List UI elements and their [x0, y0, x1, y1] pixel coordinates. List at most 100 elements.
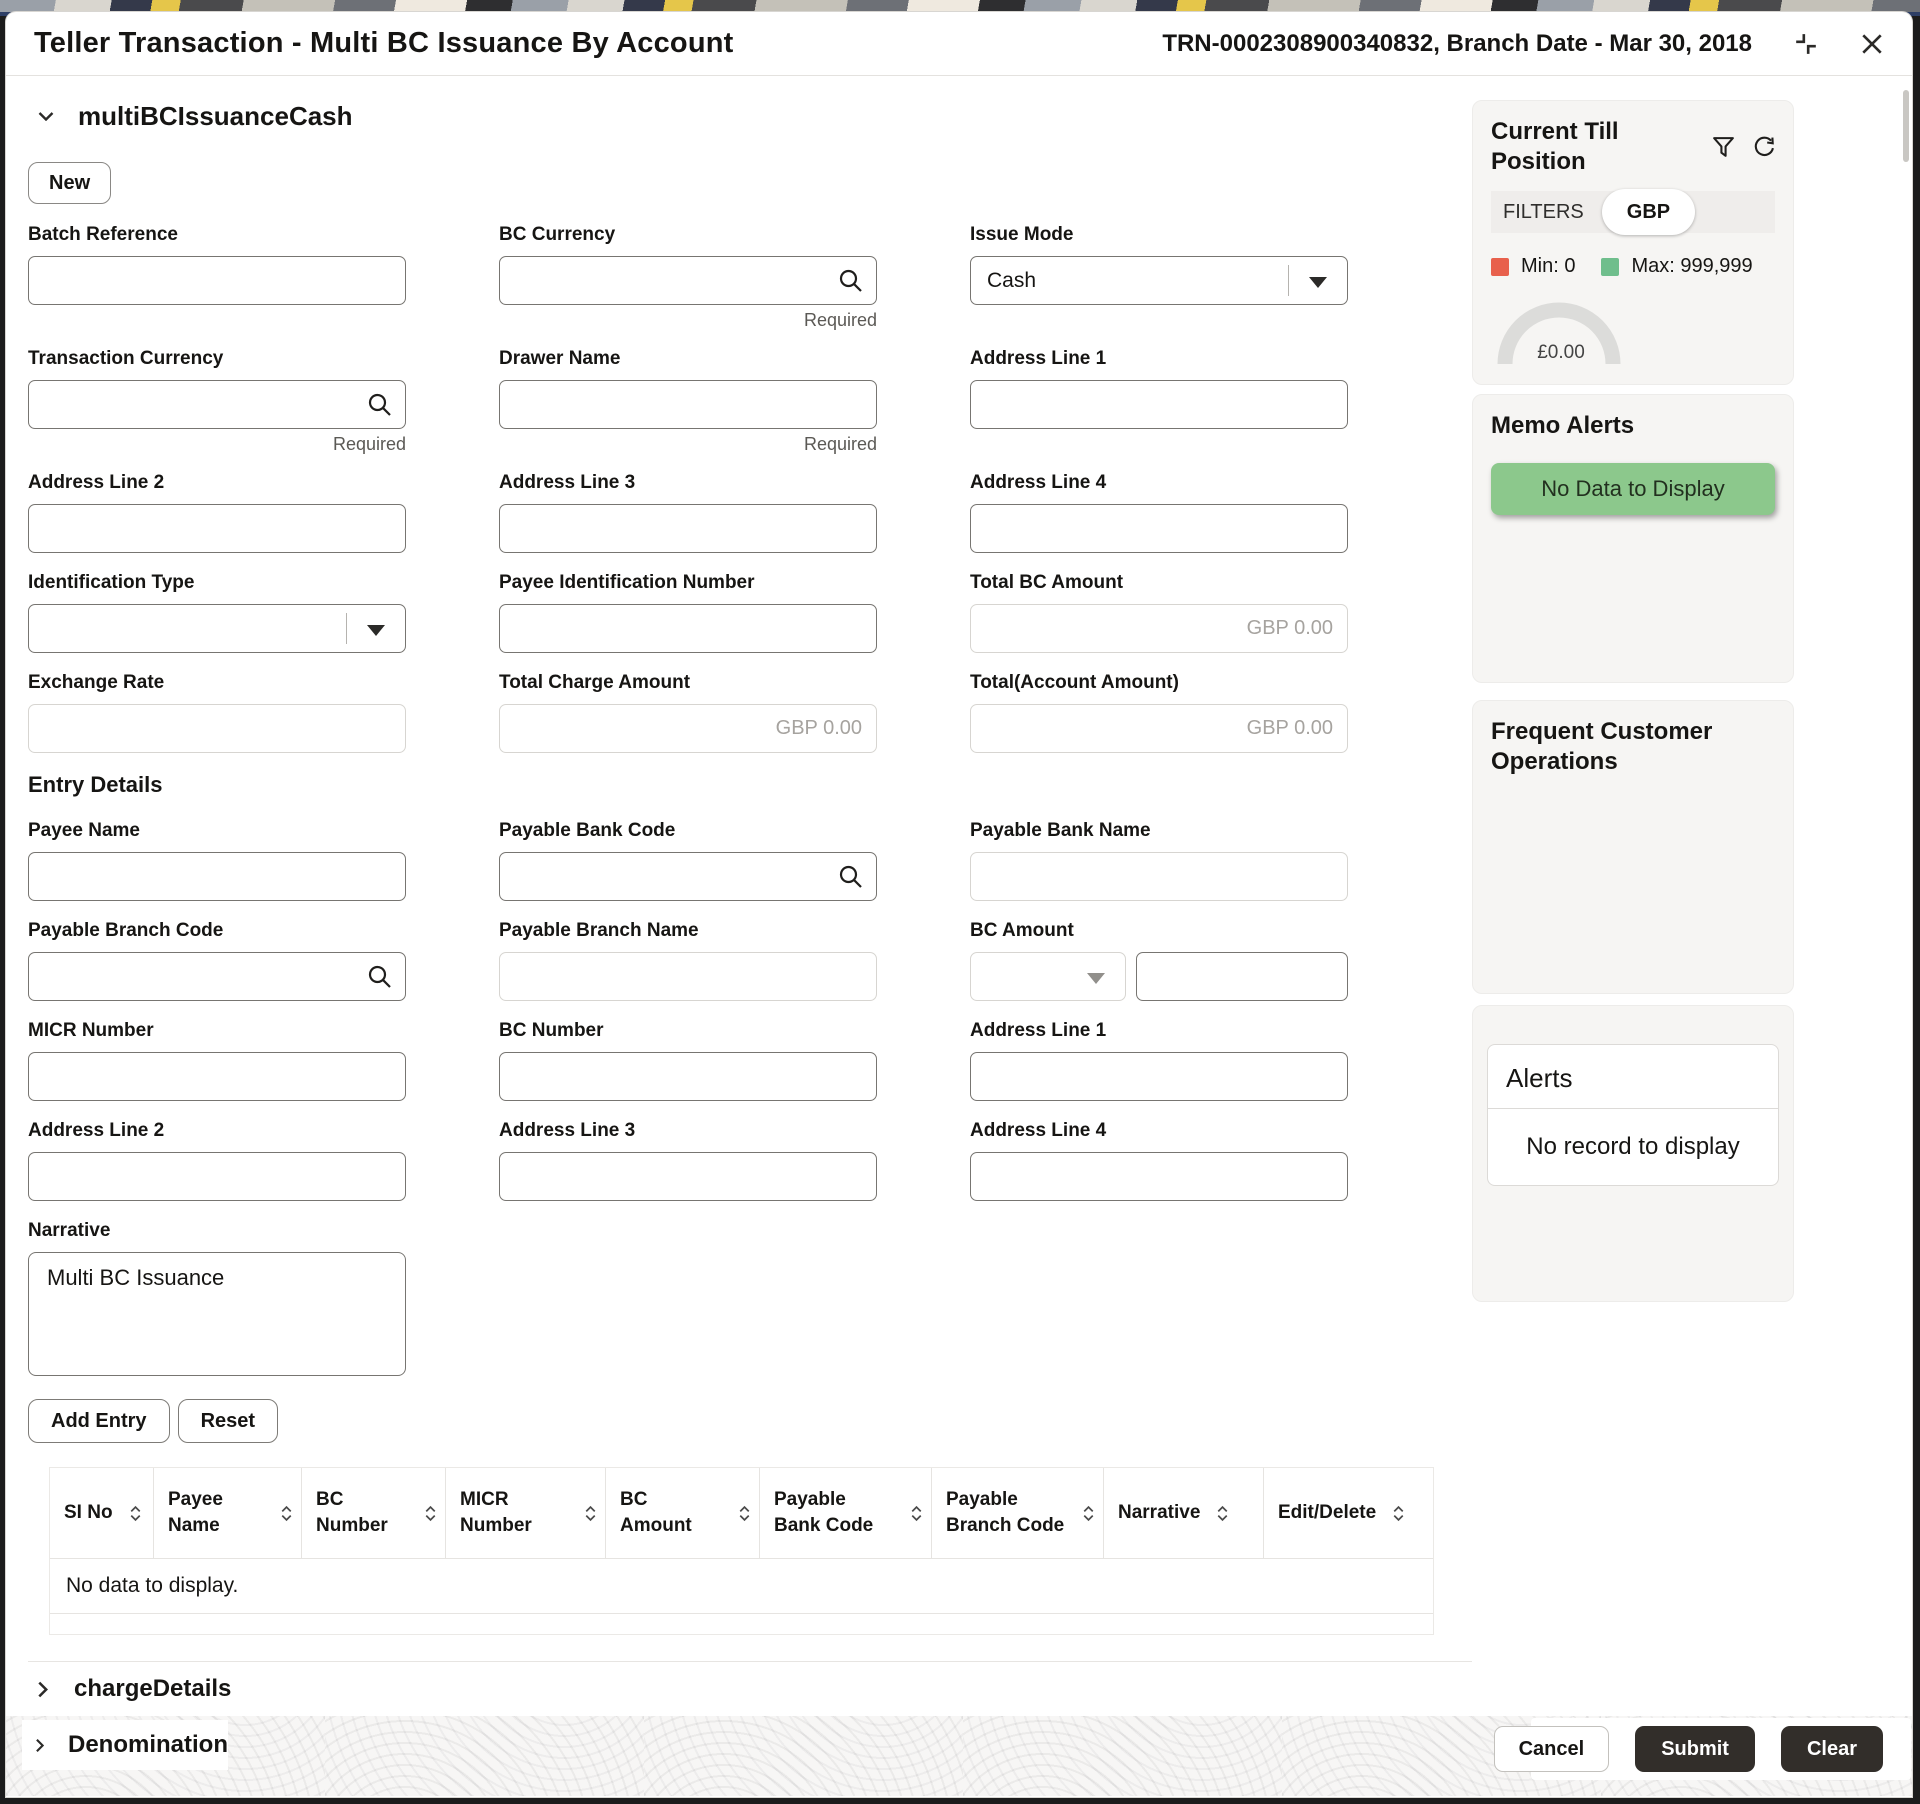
- sort-icon[interactable]: [129, 1505, 142, 1522]
- field-entry-address-line-3: Address Line 3: [499, 1120, 877, 1201]
- footer-actions: Cancel Submit Clear: [1493, 1718, 1911, 1780]
- sort-icon[interactable]: [910, 1505, 923, 1522]
- alerts-title: Alerts: [1488, 1045, 1778, 1109]
- collapse-window-icon[interactable]: [1794, 32, 1818, 56]
- field-label: Transaction Currency: [28, 348, 224, 369]
- section-charge-details[interactable]: chargeDetails: [28, 1662, 1472, 1716]
- search-icon[interactable]: [837, 267, 864, 294]
- field-exchange-rate: Exchange Rate: [28, 672, 406, 753]
- column-header-bc-amount[interactable]: BC Amount: [606, 1468, 760, 1558]
- column-header-micr-number[interactable]: MICR Number: [446, 1468, 606, 1558]
- field-label: Address Line 3: [499, 1120, 636, 1141]
- entry-address-line-4-input[interactable]: [971, 1153, 1347, 1200]
- vertical-scrollbar[interactable]: [1903, 90, 1909, 162]
- filters-bar: FILTERS GBP: [1491, 189, 1775, 235]
- issue-mode-select[interactable]: Cash: [970, 256, 1348, 305]
- sort-icon[interactable]: [738, 1505, 751, 1522]
- field-label: Total Charge Amount: [499, 672, 691, 693]
- bc-number-input[interactable]: [500, 1053, 876, 1100]
- address-line-1-input[interactable]: [971, 381, 1347, 428]
- drawer-name-input[interactable]: [500, 381, 876, 428]
- batch-reference-input[interactable]: [29, 257, 405, 304]
- address-line-2-input[interactable]: [29, 505, 405, 552]
- field-narrative: Narrative Multi BC Issuance: [28, 1220, 1472, 1381]
- chevron-right-icon: [38, 1681, 48, 1697]
- section-denomination[interactable]: Denomination: [22, 1720, 228, 1770]
- total-account-amount-input: [971, 705, 1347, 752]
- column-header-narrative[interactable]: Narrative: [1104, 1468, 1264, 1558]
- alerts-panel: Alerts No record to display: [1487, 1044, 1779, 1186]
- entry-address-line-3-input[interactable]: [500, 1153, 876, 1200]
- search-icon[interactable]: [366, 963, 393, 990]
- exchange-rate-input: [29, 705, 405, 752]
- sort-icon[interactable]: [424, 1505, 437, 1522]
- cancel-button[interactable]: Cancel: [1493, 1726, 1610, 1772]
- frequent-operations-title: Frequent Customer Operations: [1491, 718, 1713, 775]
- field-transaction-currency: Transaction Currency Required: [28, 348, 406, 454]
- column-header-payable-branch-code[interactable]: Payable Branch Code: [932, 1468, 1104, 1558]
- till-position-gauge: £0.00: [1491, 292, 1631, 372]
- micr-number-input[interactable]: [29, 1053, 405, 1100]
- column-header-payee-name[interactable]: Payee Name: [154, 1468, 302, 1558]
- column-header-payable-bank-code[interactable]: Payable Bank Code: [760, 1468, 932, 1558]
- gauge-arc: [1497, 302, 1621, 365]
- entry-address-line-1-input[interactable]: [971, 1053, 1347, 1100]
- payable-branch-code-input[interactable]: [29, 953, 405, 1000]
- current-till-position-card: Current Till Position FILTERS GBP Min: 0…: [1472, 100, 1794, 385]
- refresh-icon[interactable]: [1750, 135, 1775, 160]
- add-entry-button[interactable]: Add Entry: [28, 1399, 170, 1443]
- payee-name-input[interactable]: [29, 853, 405, 900]
- filter-icon[interactable]: [1711, 135, 1736, 160]
- field-label: Address Line 1: [970, 1020, 1107, 1041]
- sort-icon[interactable]: [280, 1505, 293, 1522]
- transaction-currency-input[interactable]: [29, 381, 405, 428]
- entry-address-line-2-input[interactable]: [29, 1153, 405, 1200]
- field-label: Exchange Rate: [28, 672, 165, 693]
- field-label: Total(Account Amount): [970, 672, 1179, 693]
- bc-amount-currency-select[interactable]: [970, 952, 1126, 1001]
- field-label: Total BC Amount: [970, 572, 1124, 593]
- sort-icon[interactable]: [1392, 1505, 1405, 1522]
- clear-button[interactable]: Clear: [1780, 1726, 1883, 1772]
- total-bc-amount-input: [971, 605, 1347, 652]
- chevron-right-icon: [36, 1738, 44, 1752]
- column-header-edit-delete[interactable]: Edit/Delete: [1264, 1468, 1434, 1558]
- sort-icon[interactable]: [1216, 1505, 1229, 1522]
- field-label: Address Line 4: [970, 472, 1107, 493]
- field-address-line-2: Address Line 2: [28, 472, 406, 553]
- bc-amount-input[interactable]: [1137, 953, 1347, 1000]
- reset-button[interactable]: Reset: [177, 1399, 279, 1443]
- address-line-4-input[interactable]: [971, 505, 1347, 552]
- field-micr-number: MICR Number: [28, 1020, 406, 1101]
- payable-bank-code-input[interactable]: [500, 853, 876, 900]
- identification-type-select[interactable]: [28, 604, 406, 653]
- section-multibc-issuance-cash[interactable]: multiBCIssuanceCash: [28, 100, 1472, 132]
- page-title: Teller Transaction - Multi BC Issuance B…: [34, 27, 734, 59]
- search-icon[interactable]: [366, 391, 393, 418]
- gauge-legend: Min: 0 Max: 999,999: [1491, 255, 1775, 278]
- field-payee-name: Payee Name: [28, 820, 406, 901]
- teller-transaction-dialog: Teller Transaction - Multi BC Issuance B…: [6, 12, 1912, 1797]
- submit-button[interactable]: Submit: [1635, 1726, 1755, 1772]
- bc-currency-input[interactable]: [500, 257, 876, 304]
- currency-chip-gbp[interactable]: GBP: [1601, 189, 1696, 235]
- close-icon[interactable]: [1860, 32, 1884, 56]
- till-position-title: Current Till Position: [1491, 118, 1619, 175]
- search-icon[interactable]: [837, 863, 864, 890]
- payable-bank-name-input: [971, 853, 1347, 900]
- charge-details-label: chargeDetails: [74, 1675, 232, 1702]
- address-line-3-input[interactable]: [500, 505, 876, 552]
- column-header-bc-number[interactable]: BC Number: [302, 1468, 446, 1558]
- sort-icon[interactable]: [584, 1505, 597, 1522]
- field-label: Payable Bank Name: [970, 820, 1151, 841]
- field-label: Payee Identification Number: [499, 572, 755, 593]
- column-header-si-no[interactable]: SI No: [50, 1468, 154, 1558]
- sort-icon[interactable]: [1082, 1505, 1095, 1522]
- required-hint: Required: [803, 434, 877, 454]
- field-payee-identification-number: Payee Identification Number: [499, 572, 877, 653]
- payee-identification-number-input[interactable]: [500, 605, 876, 652]
- narrative-textarea[interactable]: Multi BC Issuance: [28, 1252, 406, 1376]
- new-button[interactable]: New: [28, 162, 112, 204]
- transaction-reference: TRN-0002308900340832, Branch Date - Mar …: [1162, 29, 1752, 57]
- frequent-operations-card: Frequent Customer Operations: [1472, 700, 1794, 994]
